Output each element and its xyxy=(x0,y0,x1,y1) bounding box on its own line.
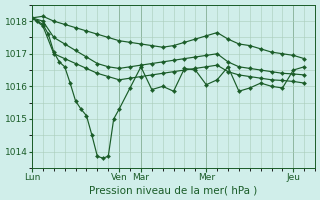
X-axis label: Pression niveau de la mer( hPa ): Pression niveau de la mer( hPa ) xyxy=(90,185,258,195)
